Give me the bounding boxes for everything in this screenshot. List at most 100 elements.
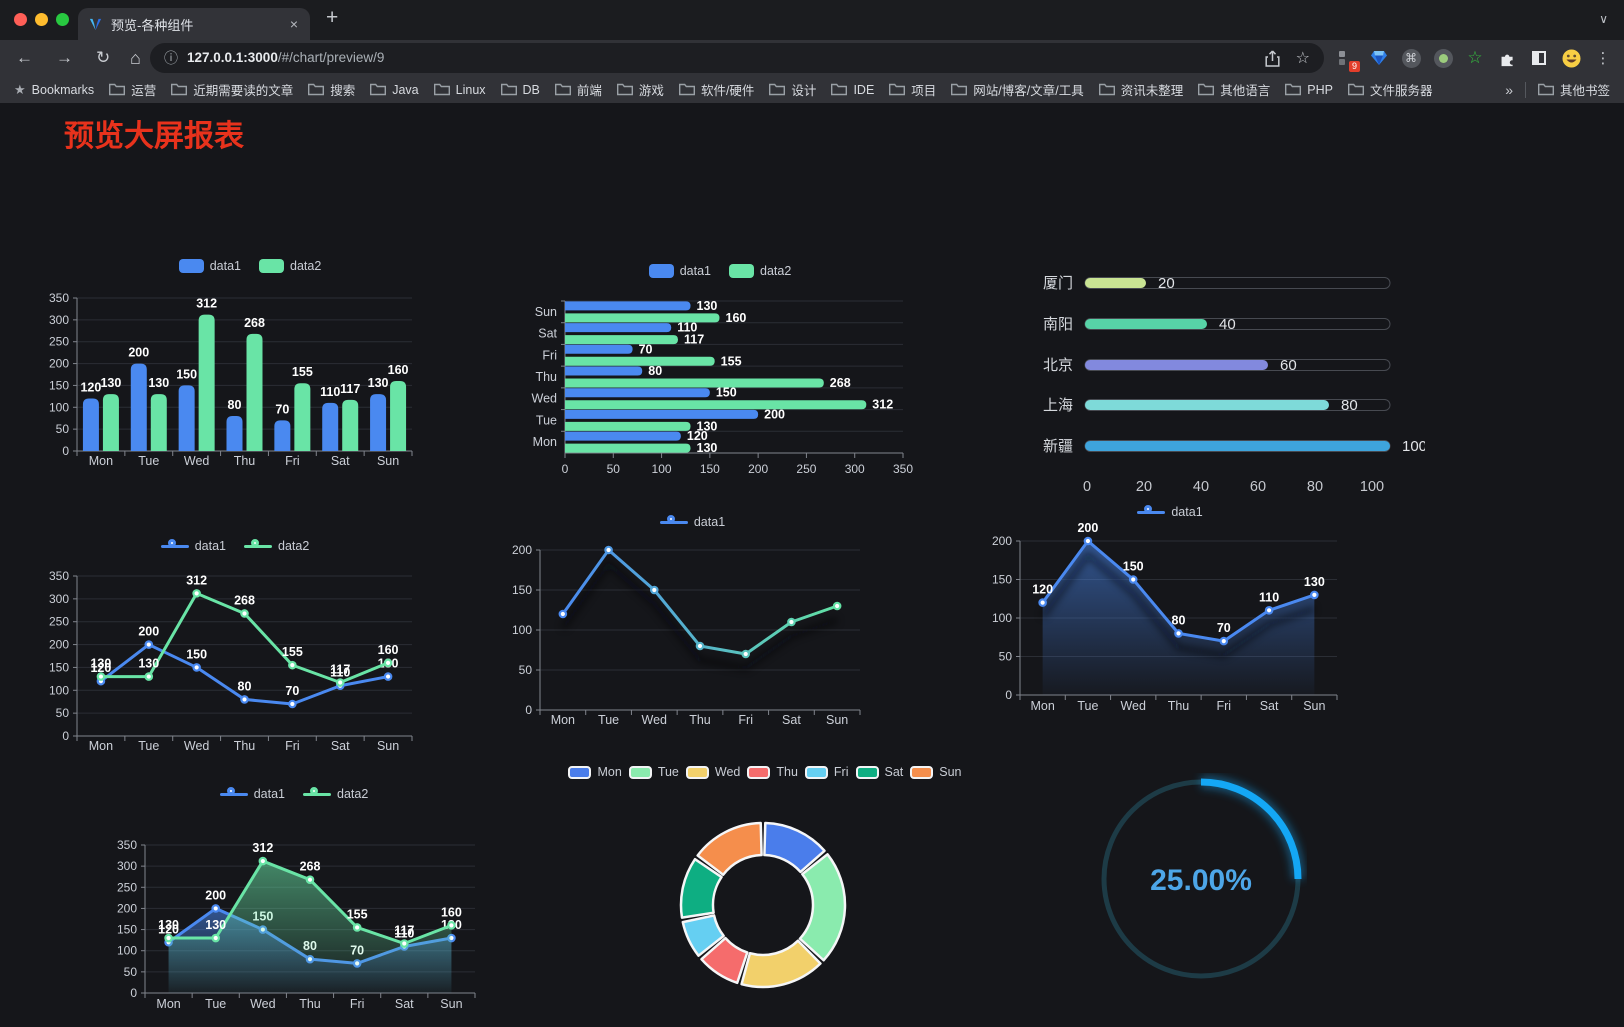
bookmark-folder-item[interactable]: 搜索 <box>308 80 355 99</box>
puzzle-extension-icon[interactable] <box>1496 47 1518 69</box>
legend-item[interactable]: Wed <box>685 765 740 779</box>
legend-item[interactable]: data2 <box>303 787 368 801</box>
svg-text:117: 117 <box>684 333 704 347</box>
legend-item[interactable]: data2 <box>259 259 321 273</box>
dot-extension-icon[interactable] <box>1432 47 1454 69</box>
svg-text:200: 200 <box>512 543 532 557</box>
home-button[interactable]: ⌂ <box>130 48 141 68</box>
share-icon[interactable] <box>1265 49 1280 67</box>
legend-item[interactable]: Fri <box>804 765 849 779</box>
svg-text:350: 350 <box>893 462 913 476</box>
tab-list-chevron-icon[interactable]: ∨ <box>1599 12 1608 26</box>
svg-text:0: 0 <box>562 462 569 476</box>
legend-item[interactable]: Sat <box>855 765 903 779</box>
address-bar[interactable]: ⓘ 127.0.0.1:3000/#/chart/preview/9 ☆ <box>150 43 1324 73</box>
bookmark-folder-item[interactable]: Java <box>370 83 419 97</box>
svg-text:Tue: Tue <box>205 997 226 1011</box>
legend-item[interactable]: data1 <box>219 787 285 801</box>
window-controls <box>14 13 69 26</box>
bookmarks-items: ★ Bookmarks 运营 近期需要读的文章 搜索 Java Linux DB 前端 游戏 软件/… <box>14 80 1432 99</box>
svg-text:160: 160 <box>726 311 747 325</box>
bookmark-folder-item[interactable]: 其他语言 <box>1198 80 1270 99</box>
svg-text:155: 155 <box>347 907 368 921</box>
new-tab-button[interactable]: + <box>326 6 339 29</box>
legend-item[interactable]: Sun <box>910 765 962 779</box>
folder-icon <box>769 83 786 96</box>
legend-item[interactable]: Mon <box>568 765 622 779</box>
legend-item[interactable]: data1 <box>1137 505 1203 519</box>
back-button[interactable]: ← <box>16 48 33 67</box>
command-extension-icon[interactable]: ⌘ <box>1400 47 1422 69</box>
svg-text:Tue: Tue <box>138 739 159 753</box>
close-tab-icon[interactable]: × <box>289 16 298 32</box>
bookmark-folder-item[interactable]: 软件/硬件 <box>678 80 754 99</box>
svg-text:Thu: Thu <box>234 454 256 468</box>
bookmark-item-bookmarks[interactable]: ★ Bookmarks <box>14 81 95 97</box>
svg-text:Wed: Wed <box>642 713 668 727</box>
bookmark-star-icon[interactable]: ☆ <box>1295 50 1310 67</box>
square-extension-icon[interactable] <box>1528 47 1550 69</box>
folder-icon <box>171 83 188 96</box>
bookmark-folder-item[interactable]: IDE <box>831 83 874 97</box>
bookmark-folder-item[interactable]: Linux <box>433 83 486 97</box>
zoom-window-button[interactable] <box>56 13 69 26</box>
bookmarks-overflow-icon[interactable]: » <box>1505 81 1513 98</box>
svg-text:160: 160 <box>441 905 462 919</box>
bookmark-folder-item[interactable]: 设计 <box>769 80 816 99</box>
bookmark-folder-item[interactable]: 文件服务器 <box>1347 80 1432 99</box>
legend-item[interactable]: data2 <box>729 264 791 278</box>
svg-text:Tue: Tue <box>1077 699 1098 713</box>
bookmark-folder-item[interactable]: 网站/博客/文章/工具 <box>951 80 1084 99</box>
bookmark-folder-item[interactable]: 游戏 <box>616 80 664 99</box>
minimize-window-button[interactable] <box>35 13 48 26</box>
browser-menu-icon[interactable]: ⋮ <box>1595 50 1611 67</box>
svg-text:Mon: Mon <box>89 454 113 468</box>
chart-bar-vertical: 0 50 100 150 200 250 300 350 Mon Tue Wed Thu Fri Sat S… <box>40 253 460 478</box>
forward-button[interactable]: → <box>56 48 73 67</box>
bookmark-folder-item[interactable]: 资讯未整理 <box>1098 80 1183 99</box>
svg-text:155: 155 <box>282 645 303 659</box>
grid-apps-extension-icon[interactable]: 9 <box>1336 47 1360 72</box>
reload-button[interactable]: ↻ <box>96 48 111 67</box>
active-tab[interactable]: 预览-各种组件 × <box>78 8 310 40</box>
gem-extension-icon[interactable] <box>1368 47 1390 69</box>
close-window-button[interactable] <box>14 13 27 26</box>
legend-item[interactable]: Tue <box>628 765 679 779</box>
folder-icon <box>433 83 450 96</box>
legend-item[interactable]: data1 <box>648 264 711 278</box>
other-bookmarks-folder[interactable]: 其他书签 <box>1537 80 1610 99</box>
folder-icon <box>1198 83 1215 96</box>
bookmark-folder-item[interactable]: 前端 <box>554 80 602 99</box>
emoji-extension-icon[interactable] <box>1560 47 1582 69</box>
legend-item[interactable]: data1 <box>178 259 241 273</box>
svg-text:160: 160 <box>388 363 409 377</box>
legend-item[interactable]: data2 <box>244 539 309 553</box>
svg-text:Sun: Sun <box>440 997 462 1011</box>
svg-text:Mon: Mon <box>533 435 557 449</box>
folder-icon <box>1347 83 1364 96</box>
green-star-extension-icon[interactable]: ☆ <box>1467 48 1483 67</box>
svg-text:100: 100 <box>49 400 69 414</box>
svg-text:110: 110 <box>394 926 414 940</box>
folder-icon <box>109 83 126 96</box>
svg-text:Wed: Wed <box>532 392 558 406</box>
extension-badge: 9 <box>1348 61 1360 72</box>
tab-strip: 预览-各种组件 × + ∨ <box>0 0 1624 40</box>
svg-text:130: 130 <box>368 376 389 390</box>
svg-text:Mon: Mon <box>156 997 180 1011</box>
folder-icon <box>831 83 848 96</box>
bookmark-folder-item[interactable]: PHP <box>1285 83 1333 97</box>
bookmark-folder-item[interactable]: DB <box>500 83 540 97</box>
bookmark-folder-item[interactable]: 近期需要读的文章 <box>171 80 293 99</box>
bookmark-folder-item[interactable]: 项目 <box>889 80 936 99</box>
legend-item[interactable]: Thu <box>747 765 798 779</box>
chart-area-two-series: 0 50 100 150 200 250 300 350 Mon Tue Wed Thu Fri Sat S… <box>105 785 483 1017</box>
site-info-icon[interactable]: ⓘ <box>164 50 178 66</box>
svg-text:250: 250 <box>117 880 137 894</box>
svg-text:50: 50 <box>56 422 70 436</box>
bookmark-folder-item[interactable]: 运营 <box>109 80 156 99</box>
legend-item[interactable]: data1 <box>160 539 226 553</box>
svg-text:200: 200 <box>992 534 1012 548</box>
legend-item[interactable]: data1 <box>659 515 725 529</box>
